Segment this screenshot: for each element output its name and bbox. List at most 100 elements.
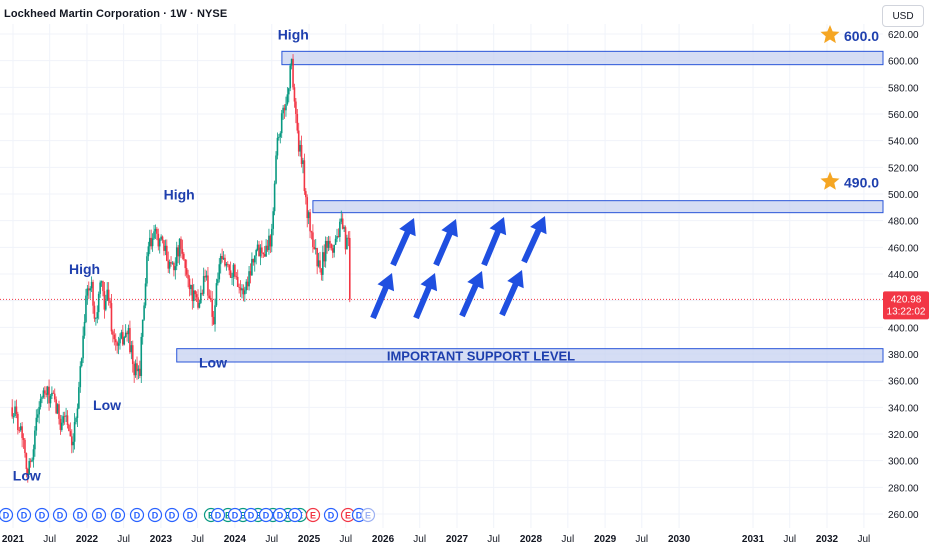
earnings-marker[interactable]: E <box>305 507 321 523</box>
time-tick-label: Jul <box>117 534 130 545</box>
candle-body <box>319 260 321 269</box>
candle-body <box>52 392 55 394</box>
candle-body <box>212 316 215 325</box>
dividend-marker[interactable]: D <box>182 507 198 523</box>
candle-body <box>86 288 89 296</box>
dividend-marker[interactable]: D <box>16 507 32 523</box>
price-tick-label: 480.00 <box>888 217 919 228</box>
marker-circle <box>287 507 303 523</box>
dividend-marker[interactable]: D <box>272 507 288 523</box>
candle-body <box>265 245 267 257</box>
candle-body <box>151 238 154 247</box>
candle-body <box>177 247 179 257</box>
dividend-marker[interactable]: D <box>227 507 243 523</box>
candle-body <box>232 264 235 277</box>
candle-body <box>85 295 87 322</box>
candle-body <box>273 183 276 212</box>
dividend-marker[interactable]: D <box>210 507 226 523</box>
candle-body <box>95 318 97 319</box>
dividend-marker[interactable]: D <box>72 507 88 523</box>
price-tick-label: 500.00 <box>888 190 919 201</box>
candle-body <box>41 397 43 399</box>
dividend-marker[interactable]: D <box>243 507 259 523</box>
candle-body <box>188 278 191 290</box>
candle-body <box>144 283 147 306</box>
dividend-marker[interactable]: D <box>110 507 126 523</box>
dividend-marker[interactable]: D <box>164 507 180 523</box>
price-tick-label: 460.00 <box>888 243 919 254</box>
candle-body <box>299 144 301 152</box>
dividend-marker[interactable]: D <box>258 507 274 523</box>
marker-letter: D <box>152 511 159 521</box>
candle-body <box>234 264 236 277</box>
dividend-marker[interactable]: D <box>0 507 14 523</box>
candle-body <box>154 228 157 232</box>
marker-circle <box>110 507 126 523</box>
candle-body <box>75 417 77 423</box>
candle-body <box>53 393 56 400</box>
dividend-marker[interactable]: D <box>147 507 163 523</box>
candle-body <box>231 276 233 278</box>
dividend-marker[interactable]: D <box>34 507 50 523</box>
candle-body <box>69 431 72 437</box>
dividend-marker[interactable]: D <box>91 507 107 523</box>
marker-letter: D <box>215 511 222 521</box>
candle-body <box>63 416 66 418</box>
event-markers[interactable]: DDDDDDDDDDDEEEEEEEDDDDDDEEDDE <box>0 507 376 523</box>
candle-body <box>168 262 171 269</box>
marker-circle <box>258 507 274 523</box>
candle-body <box>19 426 22 431</box>
candle-body <box>143 305 145 320</box>
candle-body <box>324 240 327 262</box>
candle-body <box>21 426 23 438</box>
marker-circle <box>52 507 68 523</box>
price-tick-label: 540.00 <box>888 137 919 148</box>
candle-body <box>112 331 114 335</box>
candle-body <box>129 328 131 353</box>
candle-body <box>221 256 223 260</box>
dividend-marker[interactable]: D <box>52 507 68 523</box>
candle-body <box>93 305 96 319</box>
candle-body <box>187 274 189 279</box>
candle-body <box>156 228 158 234</box>
dividend-marker[interactable]: D <box>323 507 339 523</box>
candle-body <box>266 245 269 251</box>
candle-body <box>120 332 123 339</box>
candle-body <box>136 363 138 372</box>
candle-body <box>209 297 212 300</box>
candle-body <box>331 248 334 253</box>
marker-letter: E <box>310 511 316 521</box>
time-axis[interactable]: 2021 Jul 2022 Jul 2023 Jul 2024 Jul 2025 Jul 2026 J… <box>2 534 870 545</box>
candle-body <box>160 236 162 240</box>
candle-body <box>72 441 74 446</box>
candle-body <box>297 130 300 152</box>
time-tick-label: Jul <box>783 534 796 545</box>
candle-body <box>17 413 19 430</box>
candle-body <box>283 107 286 111</box>
candle-body <box>166 245 168 261</box>
dividend-marker[interactable]: D <box>129 507 145 523</box>
candle-body <box>259 247 262 257</box>
marker-letter: D <box>115 511 122 521</box>
candle-body <box>123 337 126 345</box>
candle-body <box>44 390 46 394</box>
candle-body <box>22 437 25 440</box>
price-axis[interactable]: 260.00 280.00 300.00 320.00 340.00 360.00 380.… <box>888 30 919 521</box>
candle-body <box>55 399 57 414</box>
dividend-marker[interactable]: D <box>287 507 303 523</box>
candle-body <box>45 393 48 395</box>
earnings-marker[interactable]: E <box>360 507 376 523</box>
currency-button[interactable]: USD <box>882 5 924 27</box>
candle-body <box>239 287 242 291</box>
candle-body <box>31 459 33 462</box>
zone-box <box>281 50 884 66</box>
marker-letter: D <box>96 511 103 521</box>
marker-circle <box>323 507 339 523</box>
candle-body <box>167 260 170 269</box>
price-tick-label: 600.00 <box>888 57 919 68</box>
marker-circle <box>91 507 107 523</box>
marker-letter: D <box>57 511 64 521</box>
price-tick-label: 580.00 <box>888 83 919 94</box>
